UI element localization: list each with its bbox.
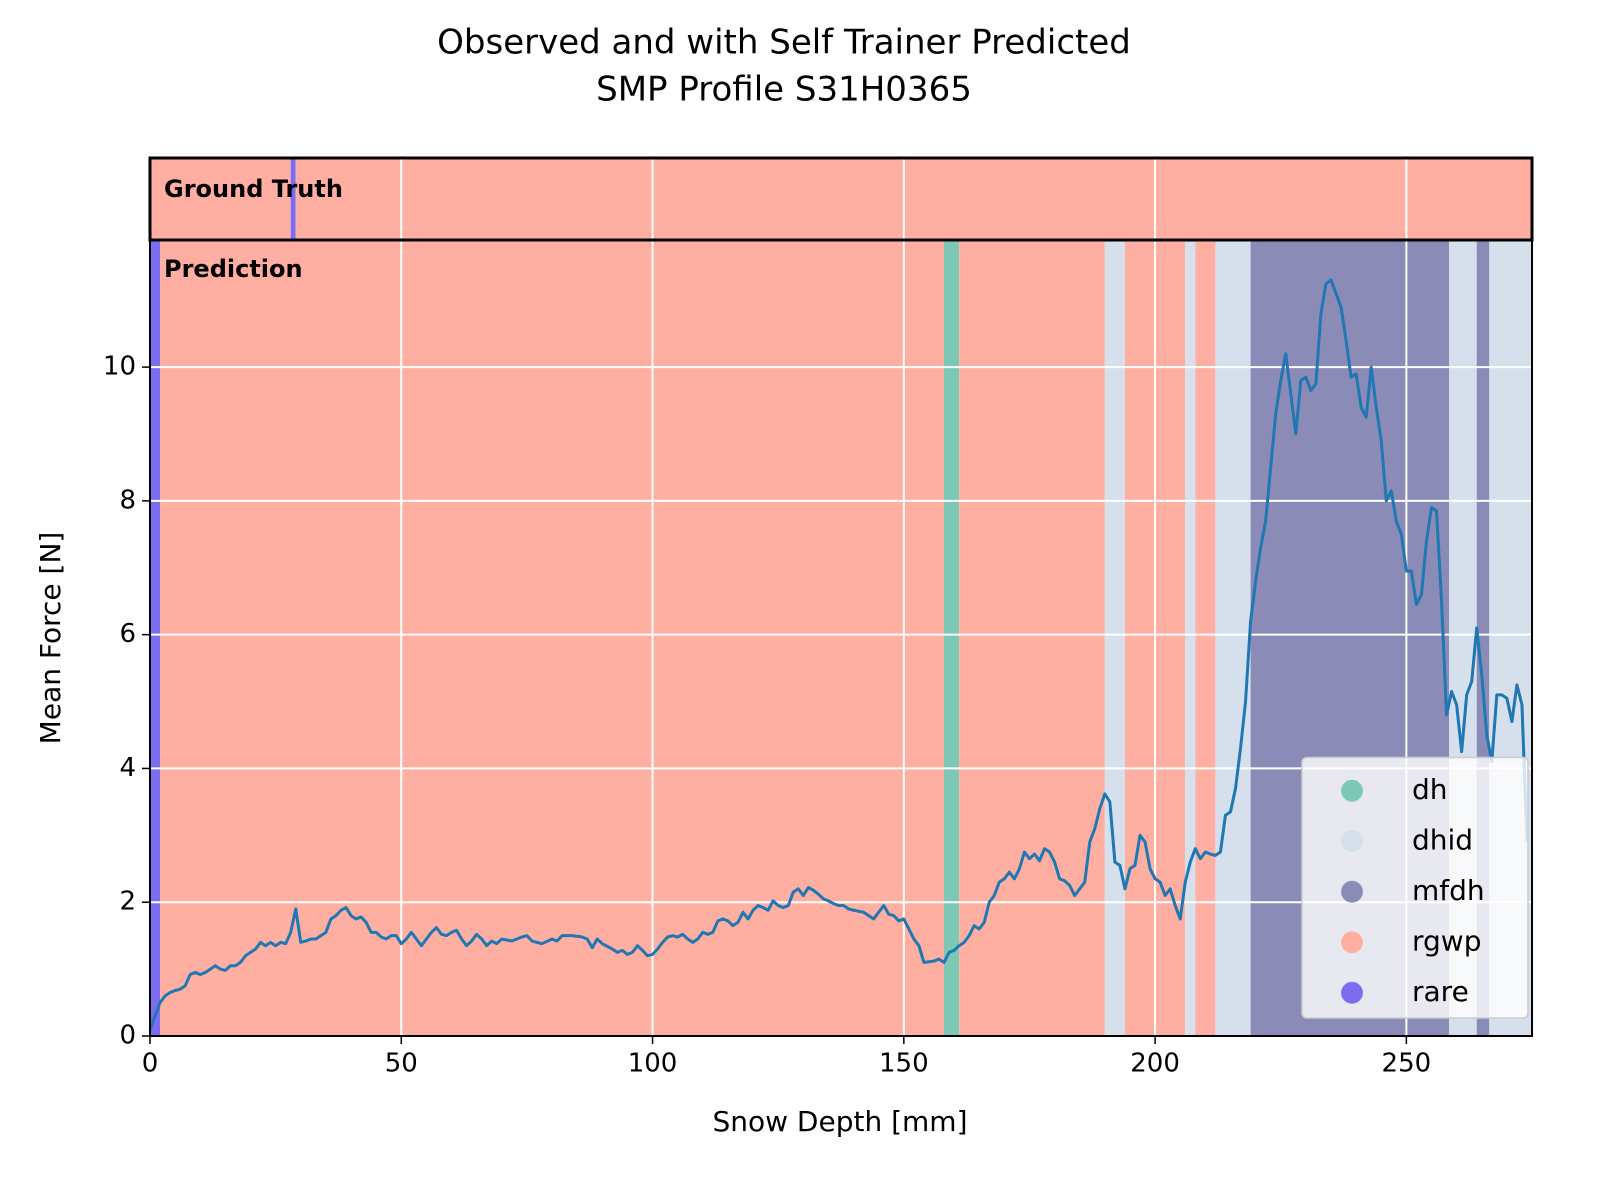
legend-marker <box>1341 880 1363 903</box>
x-tick-label: 200 <box>1130 1049 1180 1079</box>
class-band <box>1185 240 1196 1036</box>
class-band <box>295 158 1533 240</box>
class-band <box>290 158 296 240</box>
x-tick-label: 0 <box>142 1049 159 1079</box>
x-tick-label: 150 <box>879 1049 929 1079</box>
legend: dh dhid mfdh rgwp rare <box>1301 756 1529 1019</box>
legend-marker <box>1341 981 1363 1004</box>
axes-frame <box>149 239 1533 1037</box>
legend-marker <box>1341 931 1363 954</box>
legend-marker <box>1341 830 1363 853</box>
class-band <box>150 240 161 1036</box>
x-tick-label: 100 <box>628 1049 678 1079</box>
legend-label: dhid <box>1412 823 1473 856</box>
legend-box <box>1301 756 1529 1019</box>
force-line <box>150 278 1529 1030</box>
chart-title: Observed and with Self Trainer Predicted <box>437 23 1131 63</box>
legend-marker <box>1341 779 1363 802</box>
x-axis-label: Snow Depth [mm] <box>712 1105 967 1138</box>
y-axis-label: Mean Force [N] <box>34 532 67 745</box>
bands <box>150 158 1533 1036</box>
x-tick-label: 250 <box>1382 1049 1432 1079</box>
class-band <box>160 240 945 1036</box>
class-band <box>959 240 1105 1036</box>
x-tick-label: 50 <box>385 1049 418 1079</box>
y-tick-label: 4 <box>119 753 136 783</box>
y-tick-label: 8 <box>119 485 136 515</box>
frame: 0 50 100 150 200 250 0 2 4 6 8 10 <box>103 156 1534 1079</box>
class-band <box>1215 240 1251 1036</box>
legend-label: mfdh <box>1412 874 1485 907</box>
y-tick-label: 10 <box>103 352 136 382</box>
legend-label: rare <box>1412 975 1469 1008</box>
class-band <box>150 158 291 240</box>
band-label: Ground Truth <box>164 175 343 203</box>
legend-label: rgwp <box>1412 924 1481 957</box>
y-tick-label: 0 <box>119 1021 136 1051</box>
y-tick-label: 6 <box>119 619 136 649</box>
class-band <box>944 240 960 1036</box>
class-band <box>1195 240 1216 1036</box>
chart-title: SMP Profile S31H0365 <box>596 70 972 110</box>
class-band <box>1104 240 1125 1036</box>
series <box>150 278 1529 1030</box>
legend-label: dh <box>1412 773 1448 806</box>
y-tick-label: 2 <box>119 887 136 917</box>
band-label: Prediction <box>164 255 303 283</box>
